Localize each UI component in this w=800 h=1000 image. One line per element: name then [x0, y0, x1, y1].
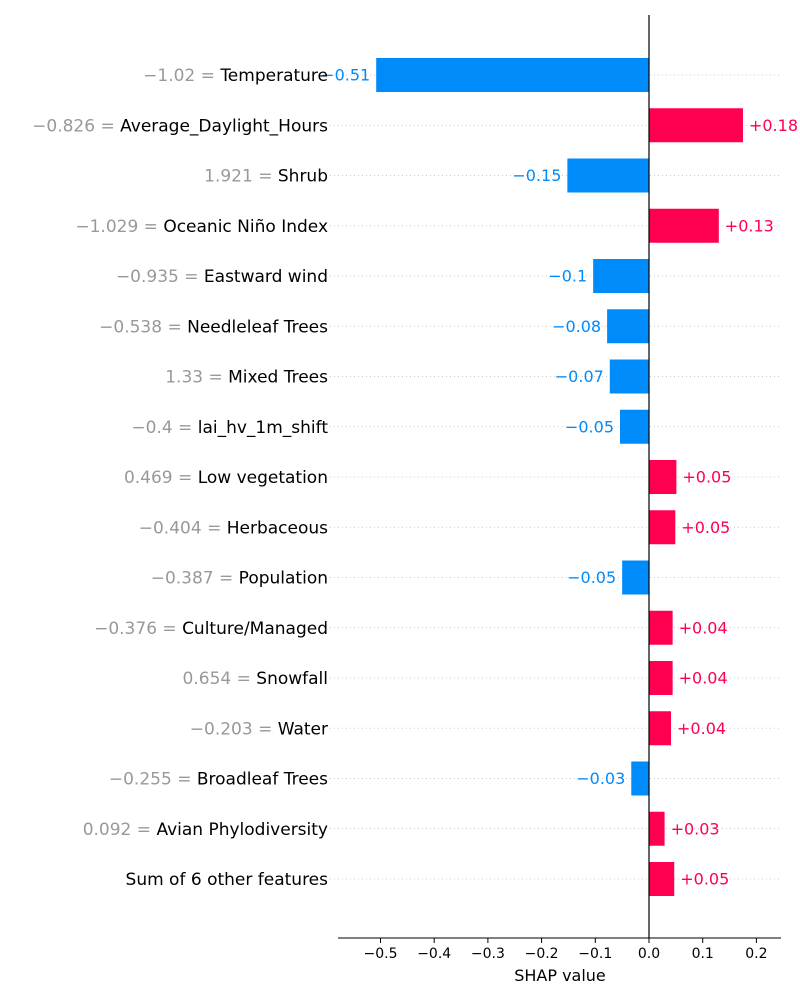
bar-value-label: −0.05: [565, 417, 614, 436]
feature-name: Needleleaf Trees: [187, 317, 328, 337]
bar-value-label: +0.03: [671, 819, 720, 838]
feature-label: 0.469 = Low vegetation: [124, 468, 328, 488]
feature-name: Herbaceous: [227, 518, 328, 538]
feature-label: −0.255 = Broadleaf Trees: [109, 770, 328, 790]
feature-name: Sum of 6 other features: [126, 870, 329, 890]
bar-value-label: −0.07: [555, 367, 604, 386]
feature-name: Snowfall: [256, 669, 328, 689]
bar-value-label: −0.05: [567, 568, 616, 587]
feature-value: −0.203 =: [190, 719, 278, 739]
feature-value: −0.404 =: [139, 518, 227, 538]
feature-value: −0.255 =: [109, 770, 197, 790]
bar-value-label: +0.18: [749, 116, 798, 135]
bar-15: [631, 761, 649, 796]
feature-label: 0.654 = Snowfall: [183, 669, 328, 689]
feature-value: −1.029 =: [75, 217, 163, 237]
feature-value: 0.654 =: [183, 669, 257, 689]
bar-value-label: +0.13: [725, 216, 774, 235]
bar-6: [607, 309, 649, 344]
feature-value: −0.4 =: [131, 418, 197, 438]
bar-value-label: +0.04: [677, 719, 726, 738]
bar-value-label: −0.15: [512, 166, 561, 185]
bar-14: [649, 711, 672, 746]
feature-label: −1.02 = Temperature: [143, 66, 328, 86]
feature-value: −0.935 =: [116, 267, 204, 287]
feature-value: 1.33 =: [165, 368, 228, 388]
bar-value-label: −0.51: [321, 66, 370, 85]
x-tick-label: −0.3: [471, 946, 505, 962]
feature-name: Shrub: [278, 167, 328, 187]
bar-value-label: +0.05: [680, 870, 729, 889]
x-tick-label: −0.1: [578, 946, 612, 962]
feature-value: −0.538 =: [99, 317, 187, 337]
feature-label: −0.387 = Population: [151, 569, 328, 589]
bar-value-label: −0.08: [552, 317, 601, 336]
feature-label: −0.203 = Water: [190, 719, 328, 739]
feature-name: Temperature: [219, 66, 328, 86]
bar-3: [567, 158, 649, 193]
feature-label: −0.826 = Average_Daylight_Hours: [32, 116, 328, 136]
bar-value-label: −0.03: [576, 769, 625, 788]
feature-name: Eastward wind: [204, 267, 328, 287]
bar-value-label: +0.04: [679, 618, 728, 637]
bar-8: [620, 409, 649, 444]
feature-label: −0.935 = Eastward wind: [116, 267, 328, 287]
feature-name: Mixed Trees: [228, 368, 328, 388]
x-tick-label: −0.4: [417, 946, 451, 962]
feature-label: 1.33 = Mixed Trees: [165, 368, 328, 388]
bar-value-label: +0.05: [682, 468, 731, 487]
bar-4: [649, 208, 719, 243]
bars: −0.51 +0.18 −0.15 +0.13 −0.1 −0.08 −0.07 −0.05 +…: [321, 58, 798, 896]
bar-10: [649, 510, 676, 545]
bar-9: [649, 460, 677, 494]
feature-name: Average_Daylight_Hours: [120, 116, 328, 136]
feature-label: −1.029 = Oceanic Niño Index: [75, 217, 328, 237]
x-tick-label: 0.0: [638, 946, 660, 962]
feature-name: Culture/Managed: [182, 619, 328, 639]
feature-name: Oceanic Niño Index: [163, 217, 328, 237]
feature-value: −0.387 =: [151, 569, 239, 589]
bar-5: [593, 259, 649, 293]
bar-16: [649, 811, 665, 846]
feature-label: −0.404 = Herbaceous: [139, 518, 328, 538]
feature-value: 0.469 =: [124, 468, 198, 488]
bar-13: [649, 661, 673, 695]
feature-value: 1.921 =: [204, 167, 278, 187]
feature-name: Avian Phylodiversity: [156, 820, 328, 840]
feature-name: Population: [239, 569, 328, 589]
x-tick-label: −0.5: [364, 946, 398, 962]
bar-1: [376, 58, 649, 92]
bar-value-label: +0.04: [679, 669, 728, 688]
bar-12: [649, 610, 673, 645]
feature-value: −0.826 =: [32, 116, 120, 136]
bar-7: [609, 359, 649, 394]
feature-label: −0.376 = Culture/Managed: [94, 619, 328, 639]
feature-label: Sum of 6 other features: [126, 870, 329, 890]
bar-value-label: −0.1: [548, 267, 587, 286]
feature-name: lai_hv_1m_shift: [198, 418, 329, 438]
bar-17: [649, 862, 675, 896]
feature-name: Low vegetation: [198, 468, 328, 488]
feature-label: 1.921 = Shrub: [204, 167, 328, 187]
x-tick-label: −0.2: [525, 946, 559, 962]
bar-2: [649, 108, 743, 143]
feature-label: 0.092 = Avian Phylodiversity: [83, 820, 328, 840]
feature-value: 0.092 =: [83, 820, 157, 840]
feature-label: −0.538 = Needleleaf Trees: [99, 317, 328, 337]
x-tick-label: 0.1: [692, 946, 714, 962]
bar-value-label: +0.05: [681, 518, 730, 537]
x-axis: −0.5 −0.4 −0.3 −0.2 −0.1 0.0 0.1 0.2: [338, 937, 781, 962]
feature-name: Water: [278, 719, 328, 739]
feature-value: −1.02 =: [143, 66, 220, 86]
row-labels: −1.02 = Temperature −0.826 = Average_Dayl…: [32, 66, 328, 890]
feature-label: −0.4 = lai_hv_1m_shift: [131, 418, 328, 438]
bar-11: [622, 560, 649, 595]
feature-value: −0.376 =: [94, 619, 182, 639]
feature-name: Broadleaf Trees: [197, 770, 328, 790]
x-tick-label: 0.2: [745, 946, 767, 962]
x-axis-label: SHAP value: [514, 966, 606, 985]
